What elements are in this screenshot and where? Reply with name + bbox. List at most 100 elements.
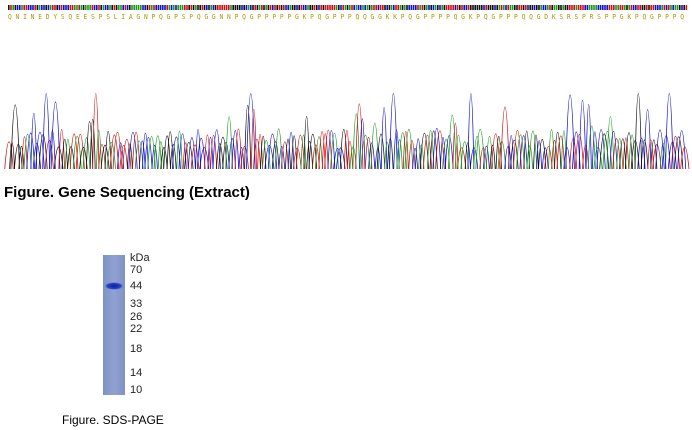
trace-peak [42,93,51,170]
base-glyph [74,5,76,10]
trace-peak [533,134,539,170]
base-glyph [206,5,208,10]
trace-peak [187,137,196,170]
trace-peak [126,143,133,170]
base-glyph [333,5,336,10]
trace-peak [4,141,14,170]
trace-peak [680,146,690,170]
base-glyph [135,5,138,10]
base-glyph [329,5,331,10]
trace-peak [285,138,291,170]
trace-peak [536,140,543,170]
trace-peak [538,138,547,170]
base-glyph [558,5,560,10]
trace-peak [333,147,343,170]
trace-peak [606,116,615,170]
base-glyph [142,5,144,10]
base-glyph [608,5,611,10]
trace-peak [231,130,240,170]
trace-peak [104,131,112,170]
base-glyph [382,5,384,10]
base-glyph [89,5,91,10]
base-glyph [679,5,681,10]
base-glyph [115,5,118,10]
trace-peak [86,121,94,170]
base-glyph [544,5,547,10]
base-glyph [338,5,340,10]
base-glyph [536,5,538,10]
base-glyph [410,5,413,10]
base-glyph [309,5,311,10]
trace-peak [587,125,596,170]
base-glyph [375,5,377,10]
base-glyph [96,5,98,10]
base-glyph [659,5,661,10]
base-glyph [265,5,267,10]
base-glyph [225,5,228,10]
base-glyph [443,5,446,10]
base-glyph [525,5,527,10]
marker-label: 44 [130,280,142,292]
trace-peak [287,132,295,170]
trace-peak [122,138,132,170]
base-glyph [428,5,430,10]
base-glyph [192,5,195,10]
trace-peak [216,143,224,170]
base-glyph [595,5,597,10]
base-glyph [542,5,545,10]
base-glyph [602,5,604,10]
unit-label: kDa [130,252,150,264]
base-glyph [47,5,50,10]
base-glyph [641,5,644,10]
base-glyph [624,5,626,10]
base-glyph [617,5,619,10]
base-glyph [52,5,54,10]
trace-peak [665,93,674,170]
base-glyph [461,5,463,10]
base-glyph [12,5,14,10]
trace-peak [72,135,82,170]
base-glyph [280,5,283,10]
base-glyph [285,5,287,10]
base-glyph [269,5,272,10]
trace-peak [483,145,490,170]
base-glyph [412,5,415,10]
trace-peak [98,144,106,170]
base-glyph [683,5,685,10]
base-glyph [635,5,637,10]
base-glyph [615,5,617,10]
base-glyph [208,5,210,10]
base-glyph [355,5,358,10]
trace-peak [619,138,627,170]
base-glyph [643,5,646,10]
base-glyph [245,5,248,10]
base-glyph [547,5,549,10]
base-glyph [646,5,648,10]
trace-peak [439,137,447,170]
base-glyph [85,5,87,10]
trace-peak [253,138,261,170]
trace-peak [655,129,665,170]
base-glyph [351,5,353,10]
base-glyph [626,5,628,10]
base-glyph [210,5,212,10]
base-glyph [377,5,380,10]
trace-peak [274,128,283,170]
base-glyph [483,5,485,10]
base-glyph [520,5,523,10]
gel-lane [103,255,125,395]
base-glyph [324,5,327,10]
trace-peak [585,104,592,170]
base-glyph [287,5,289,10]
trace-peak [280,141,289,170]
base-glyph [399,5,402,10]
base-glyph [120,5,122,10]
base-glyph [63,5,65,10]
trace-peak [271,141,280,170]
base-glyph [481,5,483,10]
base-glyph [591,5,593,10]
base-glyph [45,5,47,10]
trace-peak [176,131,183,170]
trace-peak [311,144,320,170]
base-glyph [30,5,32,10]
